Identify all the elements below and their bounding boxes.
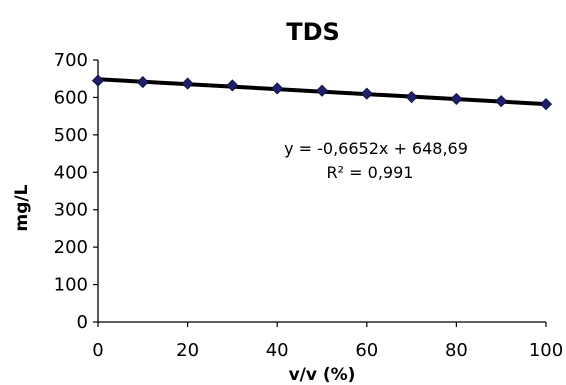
data-points [91, 74, 553, 111]
y-tick-label: 700 [54, 50, 88, 71]
data-point [539, 98, 553, 111]
data-point [495, 95, 508, 108]
data-point [271, 82, 284, 95]
x-axis-title: v/v (%) [289, 365, 356, 385]
y-tick-label: 100 [54, 275, 88, 296]
data-point [360, 87, 373, 100]
data-point [450, 92, 463, 105]
x-tick-label: 100 [529, 340, 563, 361]
y-tick-label: 300 [54, 200, 88, 221]
x-tick-label: 80 [445, 340, 468, 361]
x-tick-label: 0 [92, 340, 103, 361]
chart-title: TDS [286, 18, 340, 46]
y-axis-title: mg/L [12, 184, 32, 231]
y-tick-label: 600 [54, 87, 88, 108]
data-point [405, 90, 418, 104]
y-tick-label: 400 [54, 162, 88, 183]
data-point [91, 74, 105, 87]
y-axis-ticks: 0 100 200 300 400 500 600 700 [54, 50, 98, 333]
data-point [136, 76, 149, 89]
data-point [226, 79, 239, 92]
x-axis-ticks: 0 20 40 60 80 100 [92, 322, 563, 361]
x-tick-label: 60 [355, 340, 378, 361]
data-point [315, 84, 329, 97]
y-tick-label: 200 [54, 237, 88, 258]
y-tick-label: 500 [54, 125, 88, 146]
x-tick-label: 40 [266, 340, 289, 361]
trendline-equation: y = -0,6652x + 648,69 [284, 139, 468, 158]
r-squared-label: R² = 0,991 [327, 163, 414, 182]
y-tick-label: 0 [77, 312, 88, 333]
x-tick-label: 20 [176, 340, 199, 361]
data-point [181, 77, 194, 90]
